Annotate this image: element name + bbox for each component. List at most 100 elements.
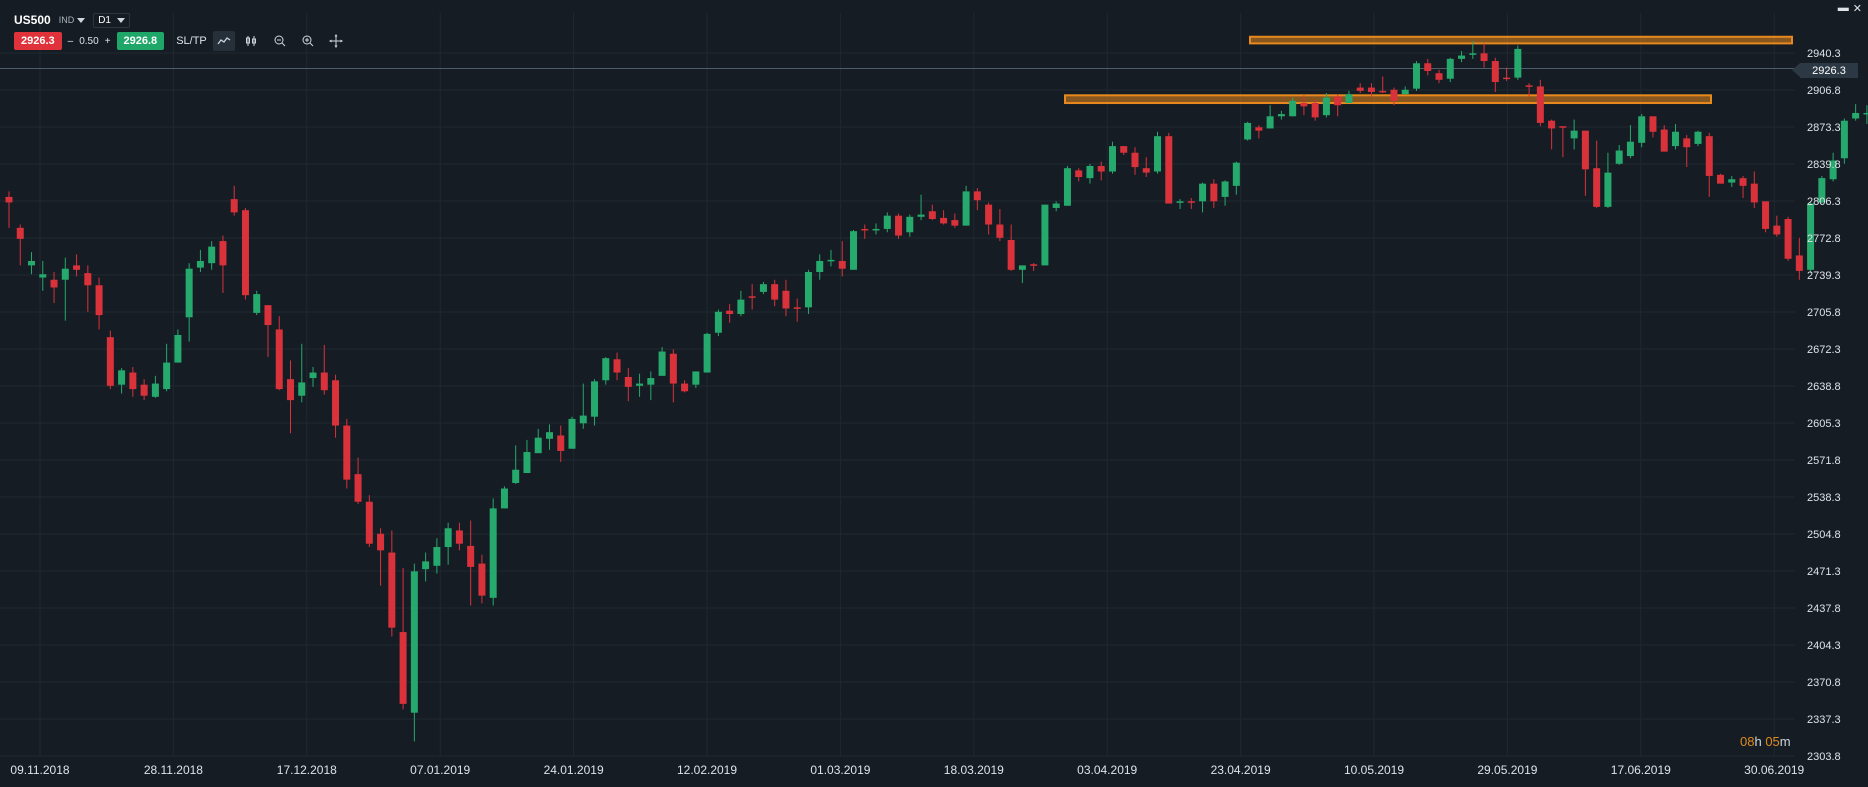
candle-body xyxy=(332,380,340,426)
instrument-type-dropdown[interactable]: IND xyxy=(59,15,86,25)
candle xyxy=(433,538,441,574)
candle-body xyxy=(534,437,542,454)
price-tick-label: 2504.8 xyxy=(1807,529,1841,541)
candle-body xyxy=(1007,239,1015,270)
candle xyxy=(703,332,711,373)
resistance-zone[interactable] xyxy=(1249,35,1793,45)
candle xyxy=(174,329,182,363)
candle xyxy=(1469,41,1477,59)
price-tick-label: 2906.8 xyxy=(1807,85,1841,97)
candle-body xyxy=(591,381,599,417)
zoom-out-icon[interactable] xyxy=(269,31,291,51)
candle xyxy=(365,495,373,548)
candle-body xyxy=(928,211,936,220)
sltp-button[interactable]: SL/TP xyxy=(176,35,207,47)
candle-body xyxy=(1593,168,1601,207)
timeframe-dropdown[interactable]: D1 xyxy=(93,12,130,28)
volume-stepper[interactable]: – 0.50 + xyxy=(68,36,111,47)
candle xyxy=(39,260,47,291)
candle-body xyxy=(1052,203,1060,208)
candle xyxy=(1097,161,1105,181)
candle-body xyxy=(1356,87,1364,91)
date-tick-label: 24.01.2019 xyxy=(544,763,604,777)
decrease-volume-button[interactable]: – xyxy=(67,35,74,47)
candle-body xyxy=(804,272,812,308)
candle xyxy=(1379,76,1387,94)
candle-body xyxy=(759,284,767,292)
price-tick-label: 2772.8 xyxy=(1807,233,1841,245)
candle xyxy=(287,360,294,434)
date-tick-label: 10.05.2019 xyxy=(1344,763,1404,777)
candle xyxy=(985,202,993,235)
candle-body xyxy=(1671,131,1679,147)
crosshair-icon[interactable] xyxy=(325,31,347,51)
symbol-bar: US500 IND D1 xyxy=(14,10,130,30)
candle-body xyxy=(838,260,846,269)
candle-body xyxy=(1570,130,1578,139)
candle xyxy=(275,316,283,391)
candle xyxy=(455,522,463,551)
candle xyxy=(1075,168,1083,182)
candle-body xyxy=(782,290,790,309)
candlestick-icon[interactable] xyxy=(241,31,263,51)
line-chart-icon[interactable] xyxy=(212,31,235,51)
candle xyxy=(1176,199,1184,210)
candle xyxy=(1717,173,1725,184)
candle-body xyxy=(343,425,351,480)
candle-body xyxy=(816,260,824,273)
candle xyxy=(1593,140,1601,208)
window-controls: ▬ ✕ xyxy=(1838,2,1862,15)
time-axis[interactable]: 09.11.2018 28.11.2018 17.12.2018 07.01.2019… xyxy=(10,763,1804,777)
symbol-name[interactable]: US500 xyxy=(14,13,51,27)
candle xyxy=(129,367,137,397)
price-tick-label: 2370.8 xyxy=(1807,677,1841,689)
candle-body xyxy=(489,508,497,598)
candle-body xyxy=(422,561,430,570)
candle-body xyxy=(1840,120,1848,159)
minimize-icon[interactable]: ▬ xyxy=(1837,2,1849,14)
zoom-in-icon[interactable] xyxy=(297,31,319,51)
price-tick-label: 2873.3 xyxy=(1807,122,1841,134)
volume-value[interactable]: 0.50 xyxy=(79,35,99,47)
candle-body xyxy=(377,533,385,551)
candle-body xyxy=(1480,53,1488,62)
candle xyxy=(714,309,722,337)
candle-body xyxy=(1581,130,1589,170)
candle-body xyxy=(850,231,857,270)
candle xyxy=(95,277,103,330)
candle xyxy=(84,265,92,312)
hours-unit: h xyxy=(1754,734,1762,749)
candle-body xyxy=(1108,146,1116,172)
candle xyxy=(816,254,824,280)
resistance-zone[interactable] xyxy=(1064,94,1712,105)
price-tick-label: 2404.3 xyxy=(1807,640,1841,652)
price-tick-label: 2538.3 xyxy=(1807,492,1841,504)
price-tick-label: 2806.3 xyxy=(1807,196,1841,208)
increase-volume-button[interactable]: + xyxy=(104,35,111,47)
candle xyxy=(1367,83,1375,98)
candle xyxy=(1086,163,1094,184)
candle xyxy=(422,552,430,582)
candle-body xyxy=(106,337,114,386)
candle xyxy=(1480,43,1488,68)
candle-body xyxy=(1075,170,1083,178)
candle xyxy=(951,213,959,228)
candle xyxy=(500,486,508,509)
buy-button[interactable]: 2926.8 xyxy=(116,32,165,50)
candle xyxy=(1356,83,1364,94)
date-tick-label: 23.04.2019 xyxy=(1211,763,1271,777)
candle xyxy=(1165,132,1173,204)
sell-button[interactable]: 2926.3 xyxy=(14,32,62,50)
close-icon[interactable]: ✕ xyxy=(1852,3,1862,15)
resistance-zones[interactable] xyxy=(1064,35,1793,105)
candle-body xyxy=(1154,136,1162,172)
candle-body xyxy=(647,378,655,385)
candle xyxy=(151,375,159,398)
candle xyxy=(388,530,396,637)
candle xyxy=(579,383,587,429)
price-axis[interactable]: 2940.3 2906.8 2873.3 2839.8 2806.3 2772.8 2739… xyxy=(1807,48,1841,763)
candle xyxy=(1232,161,1240,195)
candle-body xyxy=(872,228,880,231)
candle-body xyxy=(1311,103,1319,118)
